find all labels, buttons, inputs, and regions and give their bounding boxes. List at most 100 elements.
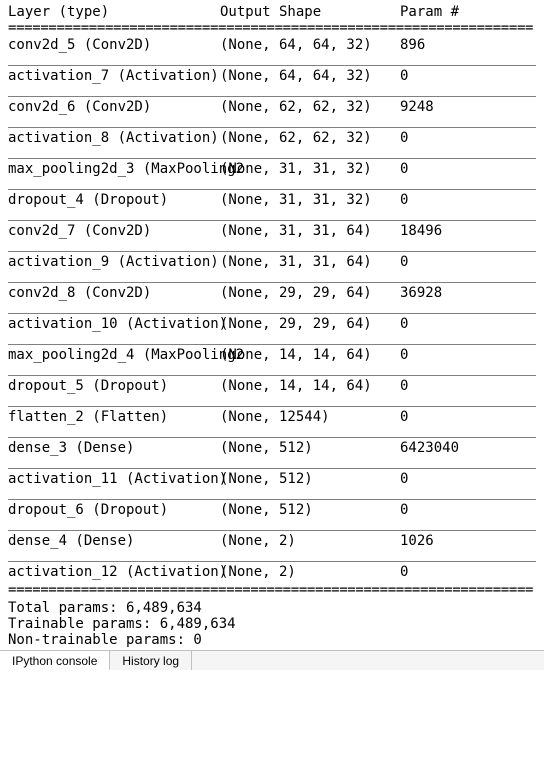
layer-param-count: 0 — [400, 502, 536, 518]
row-separator — [8, 65, 536, 66]
layer-row-content: activation_7 (Activation)(None, 64, 64, … — [8, 68, 536, 84]
layer-output-shape: (None, 12544) — [220, 409, 400, 425]
layer-output-shape: (None, 29, 29, 64) — [220, 316, 400, 332]
layer-param-count: 0 — [400, 378, 536, 394]
layer-param-count: 0 — [400, 68, 536, 84]
layer-row: activation_7 (Activation)(None, 64, 64, … — [8, 68, 536, 97]
layer-name: dropout_6 (Dropout) — [8, 502, 220, 518]
row-separator — [8, 158, 536, 159]
layer-output-shape: (None, 512) — [220, 471, 400, 487]
row-separator — [8, 530, 536, 531]
total-params: Total params: 6,489,634 — [8, 600, 536, 616]
layer-row: conv2d_8 (Conv2D)(None, 29, 29, 64)36928 — [8, 285, 536, 314]
layer-param-count: 896 — [400, 37, 536, 53]
layer-output-shape: (None, 29, 29, 64) — [220, 285, 400, 301]
layer-row: activation_11 (Activation)(None, 512)0 — [8, 471, 536, 500]
layer-param-count: 0 — [400, 192, 536, 208]
layer-row: activation_12 (Activation)(None, 2)0 — [8, 564, 536, 580]
layer-output-shape: (None, 62, 62, 32) — [220, 130, 400, 146]
layer-name: max_pooling2d_4 (MaxPooling2 — [8, 347, 220, 363]
row-separator — [8, 375, 536, 376]
layer-row: max_pooling2d_3 (MaxPooling2(None, 31, 3… — [8, 161, 536, 190]
layer-output-shape: (None, 14, 14, 64) — [220, 347, 400, 363]
layer-name: conv2d_7 (Conv2D) — [8, 223, 220, 239]
layer-output-shape: (None, 512) — [220, 502, 400, 518]
model-summary-output: Layer (type) Output Shape Param # ======… — [0, 0, 544, 648]
layer-output-shape: (None, 31, 31, 32) — [220, 192, 400, 208]
layer-output-shape: (None, 2) — [220, 533, 400, 549]
layer-name: dropout_5 (Dropout) — [8, 378, 220, 394]
layer-output-shape: (None, 64, 64, 32) — [220, 37, 400, 53]
nontrainable-params: Non-trainable params: 0 — [8, 632, 536, 648]
layer-name: activation_7 (Activation) — [8, 68, 220, 84]
layer-output-shape: (None, 2) — [220, 564, 400, 580]
layer-name: activation_9 (Activation) — [8, 254, 220, 270]
row-separator — [8, 499, 536, 500]
layer-row-content: activation_10 (Activation)(None, 29, 29,… — [8, 316, 536, 332]
layer-param-count: 0 — [400, 409, 536, 425]
layer-name: max_pooling2d_3 (MaxPooling2 — [8, 161, 220, 177]
row-separator — [8, 437, 536, 438]
layer-param-count: 36928 — [400, 285, 536, 301]
layer-row-content: conv2d_5 (Conv2D)(None, 64, 64, 32)896 — [8, 37, 536, 53]
layers-container: conv2d_5 (Conv2D)(None, 64, 64, 32)896 ac… — [8, 37, 536, 580]
layer-output-shape: (None, 512) — [220, 440, 400, 456]
layer-param-count: 0 — [400, 130, 536, 146]
layer-row: dropout_6 (Dropout)(None, 512)0 — [8, 502, 536, 531]
layer-name: conv2d_6 (Conv2D) — [8, 99, 220, 115]
layer-name: activation_12 (Activation) — [8, 564, 220, 580]
layer-row-content: activation_11 (Activation)(None, 512)0 — [8, 471, 536, 487]
tab-history-log[interactable]: History log — [110, 651, 192, 670]
separator-double-top: ========================================… — [8, 20, 536, 37]
row-separator — [8, 468, 536, 469]
layer-row: dense_4 (Dense)(None, 2)1026 — [8, 533, 536, 562]
layer-row-content: dropout_6 (Dropout)(None, 512)0 — [8, 502, 536, 518]
layer-row: max_pooling2d_4 (MaxPooling2(None, 14, 1… — [8, 347, 536, 376]
layer-name: dropout_4 (Dropout) — [8, 192, 220, 208]
layer-row: dense_3 (Dense)(None, 512)6423040 — [8, 440, 536, 469]
layer-param-count: 18496 — [400, 223, 536, 239]
col-header-layer: Layer (type) — [8, 4, 220, 20]
layer-row: conv2d_6 (Conv2D)(None, 62, 62, 32)9248 — [8, 99, 536, 128]
col-header-shape: Output Shape — [220, 4, 400, 20]
layer-param-count: 0 — [400, 254, 536, 270]
row-separator — [8, 220, 536, 221]
layer-output-shape: (None, 62, 62, 32) — [220, 99, 400, 115]
layer-param-count: 1026 — [400, 533, 536, 549]
row-separator — [8, 189, 536, 190]
layer-param-count: 0 — [400, 471, 536, 487]
layer-output-shape: (None, 64, 64, 32) — [220, 68, 400, 84]
layer-param-count: 6423040 — [400, 440, 536, 456]
separator-double-bottom: ========================================… — [8, 582, 536, 599]
layer-param-count: 0 — [400, 161, 536, 177]
tab-ipython-console[interactable]: IPython console — [0, 651, 110, 670]
layer-row: dropout_4 (Dropout)(None, 31, 31, 32)0 — [8, 192, 536, 221]
row-separator — [8, 344, 536, 345]
layer-row: dropout_5 (Dropout)(None, 14, 14, 64)0 — [8, 378, 536, 407]
layer-name: conv2d_8 (Conv2D) — [8, 285, 220, 301]
layer-row-content: activation_8 (Activation)(None, 62, 62, … — [8, 130, 536, 146]
layer-row-content: activation_9 (Activation)(None, 31, 31, … — [8, 254, 536, 270]
layer-param-count: 0 — [400, 564, 536, 580]
layer-output-shape: (None, 31, 31, 64) — [220, 223, 400, 239]
layer-name: dense_3 (Dense) — [8, 440, 220, 456]
layer-row-content: max_pooling2d_3 (MaxPooling2(None, 31, 3… — [8, 161, 536, 177]
row-separator — [8, 561, 536, 562]
layer-output-shape: (None, 31, 31, 64) — [220, 254, 400, 270]
layer-row: activation_8 (Activation)(None, 62, 62, … — [8, 130, 536, 159]
row-separator — [8, 282, 536, 283]
layer-name: flatten_2 (Flatten) — [8, 409, 220, 425]
row-separator — [8, 251, 536, 252]
summary-header-row: Layer (type) Output Shape Param # — [8, 4, 536, 20]
tab-strip: IPython console History log — [0, 650, 544, 670]
row-separator — [8, 406, 536, 407]
layer-output-shape: (None, 14, 14, 64) — [220, 378, 400, 394]
layer-row: activation_10 (Activation)(None, 29, 29,… — [8, 316, 536, 345]
layer-row-content: flatten_2 (Flatten)(None, 12544)0 — [8, 409, 536, 425]
layer-row-content: conv2d_8 (Conv2D)(None, 29, 29, 64)36928 — [8, 285, 536, 301]
layer-param-count: 0 — [400, 316, 536, 332]
layer-row: activation_9 (Activation)(None, 31, 31, … — [8, 254, 536, 283]
layer-row-content: conv2d_7 (Conv2D)(None, 31, 31, 64)18496 — [8, 223, 536, 239]
layer-row-content: dense_3 (Dense)(None, 512)6423040 — [8, 440, 536, 456]
layer-name: activation_10 (Activation) — [8, 316, 220, 332]
